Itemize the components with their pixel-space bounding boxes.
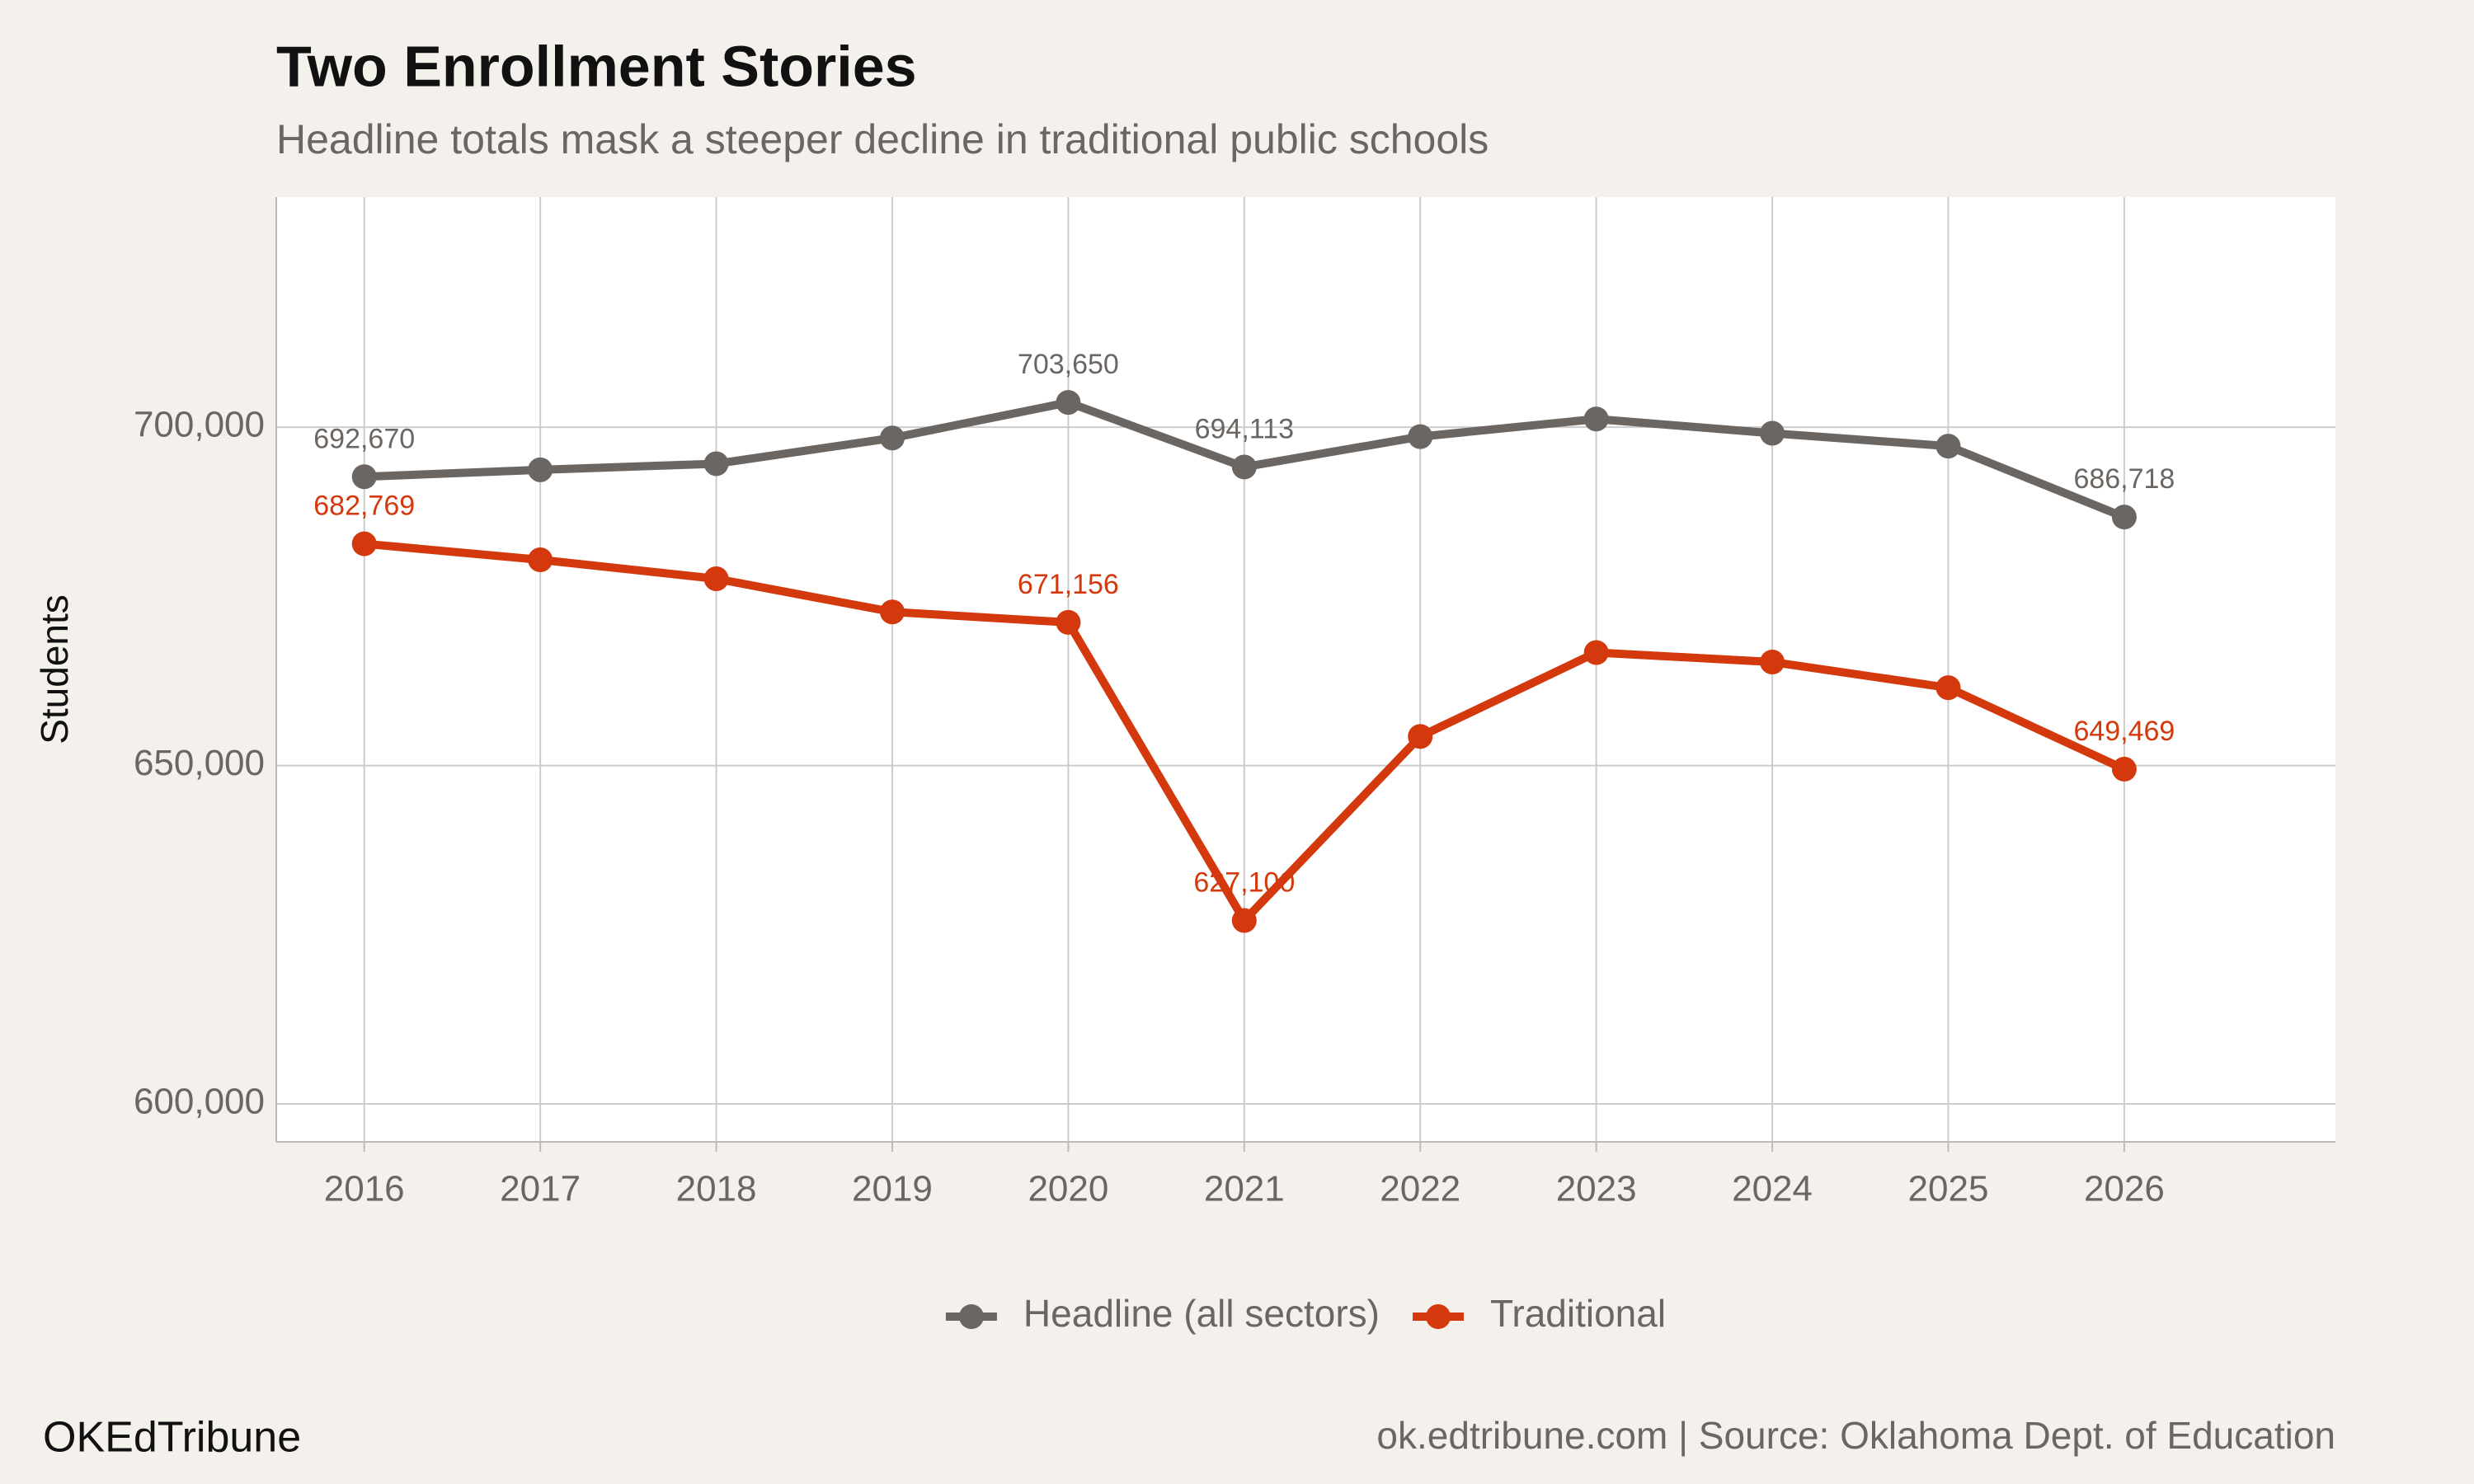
y-axis-label: Students xyxy=(33,594,76,744)
data-point xyxy=(1408,724,1433,749)
data-point xyxy=(879,425,905,451)
y-tick-label: 600,000 xyxy=(134,1082,265,1122)
data-point xyxy=(1583,406,1609,432)
data-point xyxy=(703,566,729,591)
data-point xyxy=(1231,908,1257,933)
data-point xyxy=(1231,454,1257,480)
data-label: 692,670 xyxy=(313,423,415,454)
chart-subtitle: Headline totals mask a steeper decline i… xyxy=(276,116,1489,162)
legend-item: Traditional xyxy=(1412,1292,1666,1335)
chart-title: Two Enrollment Stories xyxy=(276,34,917,98)
data-point xyxy=(1935,675,1961,701)
data-point xyxy=(1056,390,1081,416)
data-label: 694,113 xyxy=(1195,413,1294,444)
y-tick-label: 700,000 xyxy=(134,405,265,445)
data-point xyxy=(703,451,729,477)
data-label: 703,650 xyxy=(1018,349,1119,380)
data-point xyxy=(351,464,377,490)
data-point xyxy=(528,547,553,573)
data-label: 671,156 xyxy=(1018,569,1119,600)
data-label: 627,100 xyxy=(1193,867,1295,899)
x-tick-label: 2024 xyxy=(1732,1169,1813,1209)
data-point xyxy=(2111,756,2137,782)
data-point xyxy=(528,457,553,482)
data-point xyxy=(2111,505,2137,530)
y-tick-label: 650,000 xyxy=(134,743,265,783)
x-tick-label: 2017 xyxy=(500,1169,581,1209)
data-point xyxy=(1760,420,1785,446)
source: ok.edtribune.com | Source: Oklahoma Dept… xyxy=(1376,1414,2335,1457)
x-tick-label: 2019 xyxy=(852,1169,933,1209)
data-label: 649,469 xyxy=(2073,716,2175,747)
data-point xyxy=(879,599,905,625)
data-point xyxy=(1935,434,1961,459)
x-tick-label: 2026 xyxy=(2084,1169,2165,1209)
legend-label: Traditional xyxy=(1490,1292,1666,1335)
legend-marker xyxy=(958,1304,984,1329)
data-point xyxy=(1408,424,1433,449)
x-tick-label: 2018 xyxy=(676,1169,757,1209)
legend-label: Headline (all sectors) xyxy=(1023,1292,1380,1335)
x-tick-label: 2025 xyxy=(1908,1169,1989,1209)
data-label: 682,769 xyxy=(313,491,415,522)
legend-marker xyxy=(1425,1304,1451,1329)
data-label: 686,718 xyxy=(2073,463,2175,495)
data-point xyxy=(1760,649,1785,674)
x-tick-label: 2022 xyxy=(1380,1169,1460,1209)
plot-panel xyxy=(276,197,2335,1142)
x-tick-label: 2021 xyxy=(1204,1169,1285,1209)
data-point xyxy=(1583,640,1609,665)
legend-item: Headline (all sectors) xyxy=(945,1292,1380,1335)
x-tick-label: 2020 xyxy=(1028,1169,1108,1209)
x-tick-label: 2016 xyxy=(324,1169,405,1209)
x-tick-label: 2023 xyxy=(1556,1169,1637,1209)
brand: OKEdTribune xyxy=(43,1414,301,1462)
data-point xyxy=(351,531,377,556)
data-point xyxy=(1056,609,1081,635)
